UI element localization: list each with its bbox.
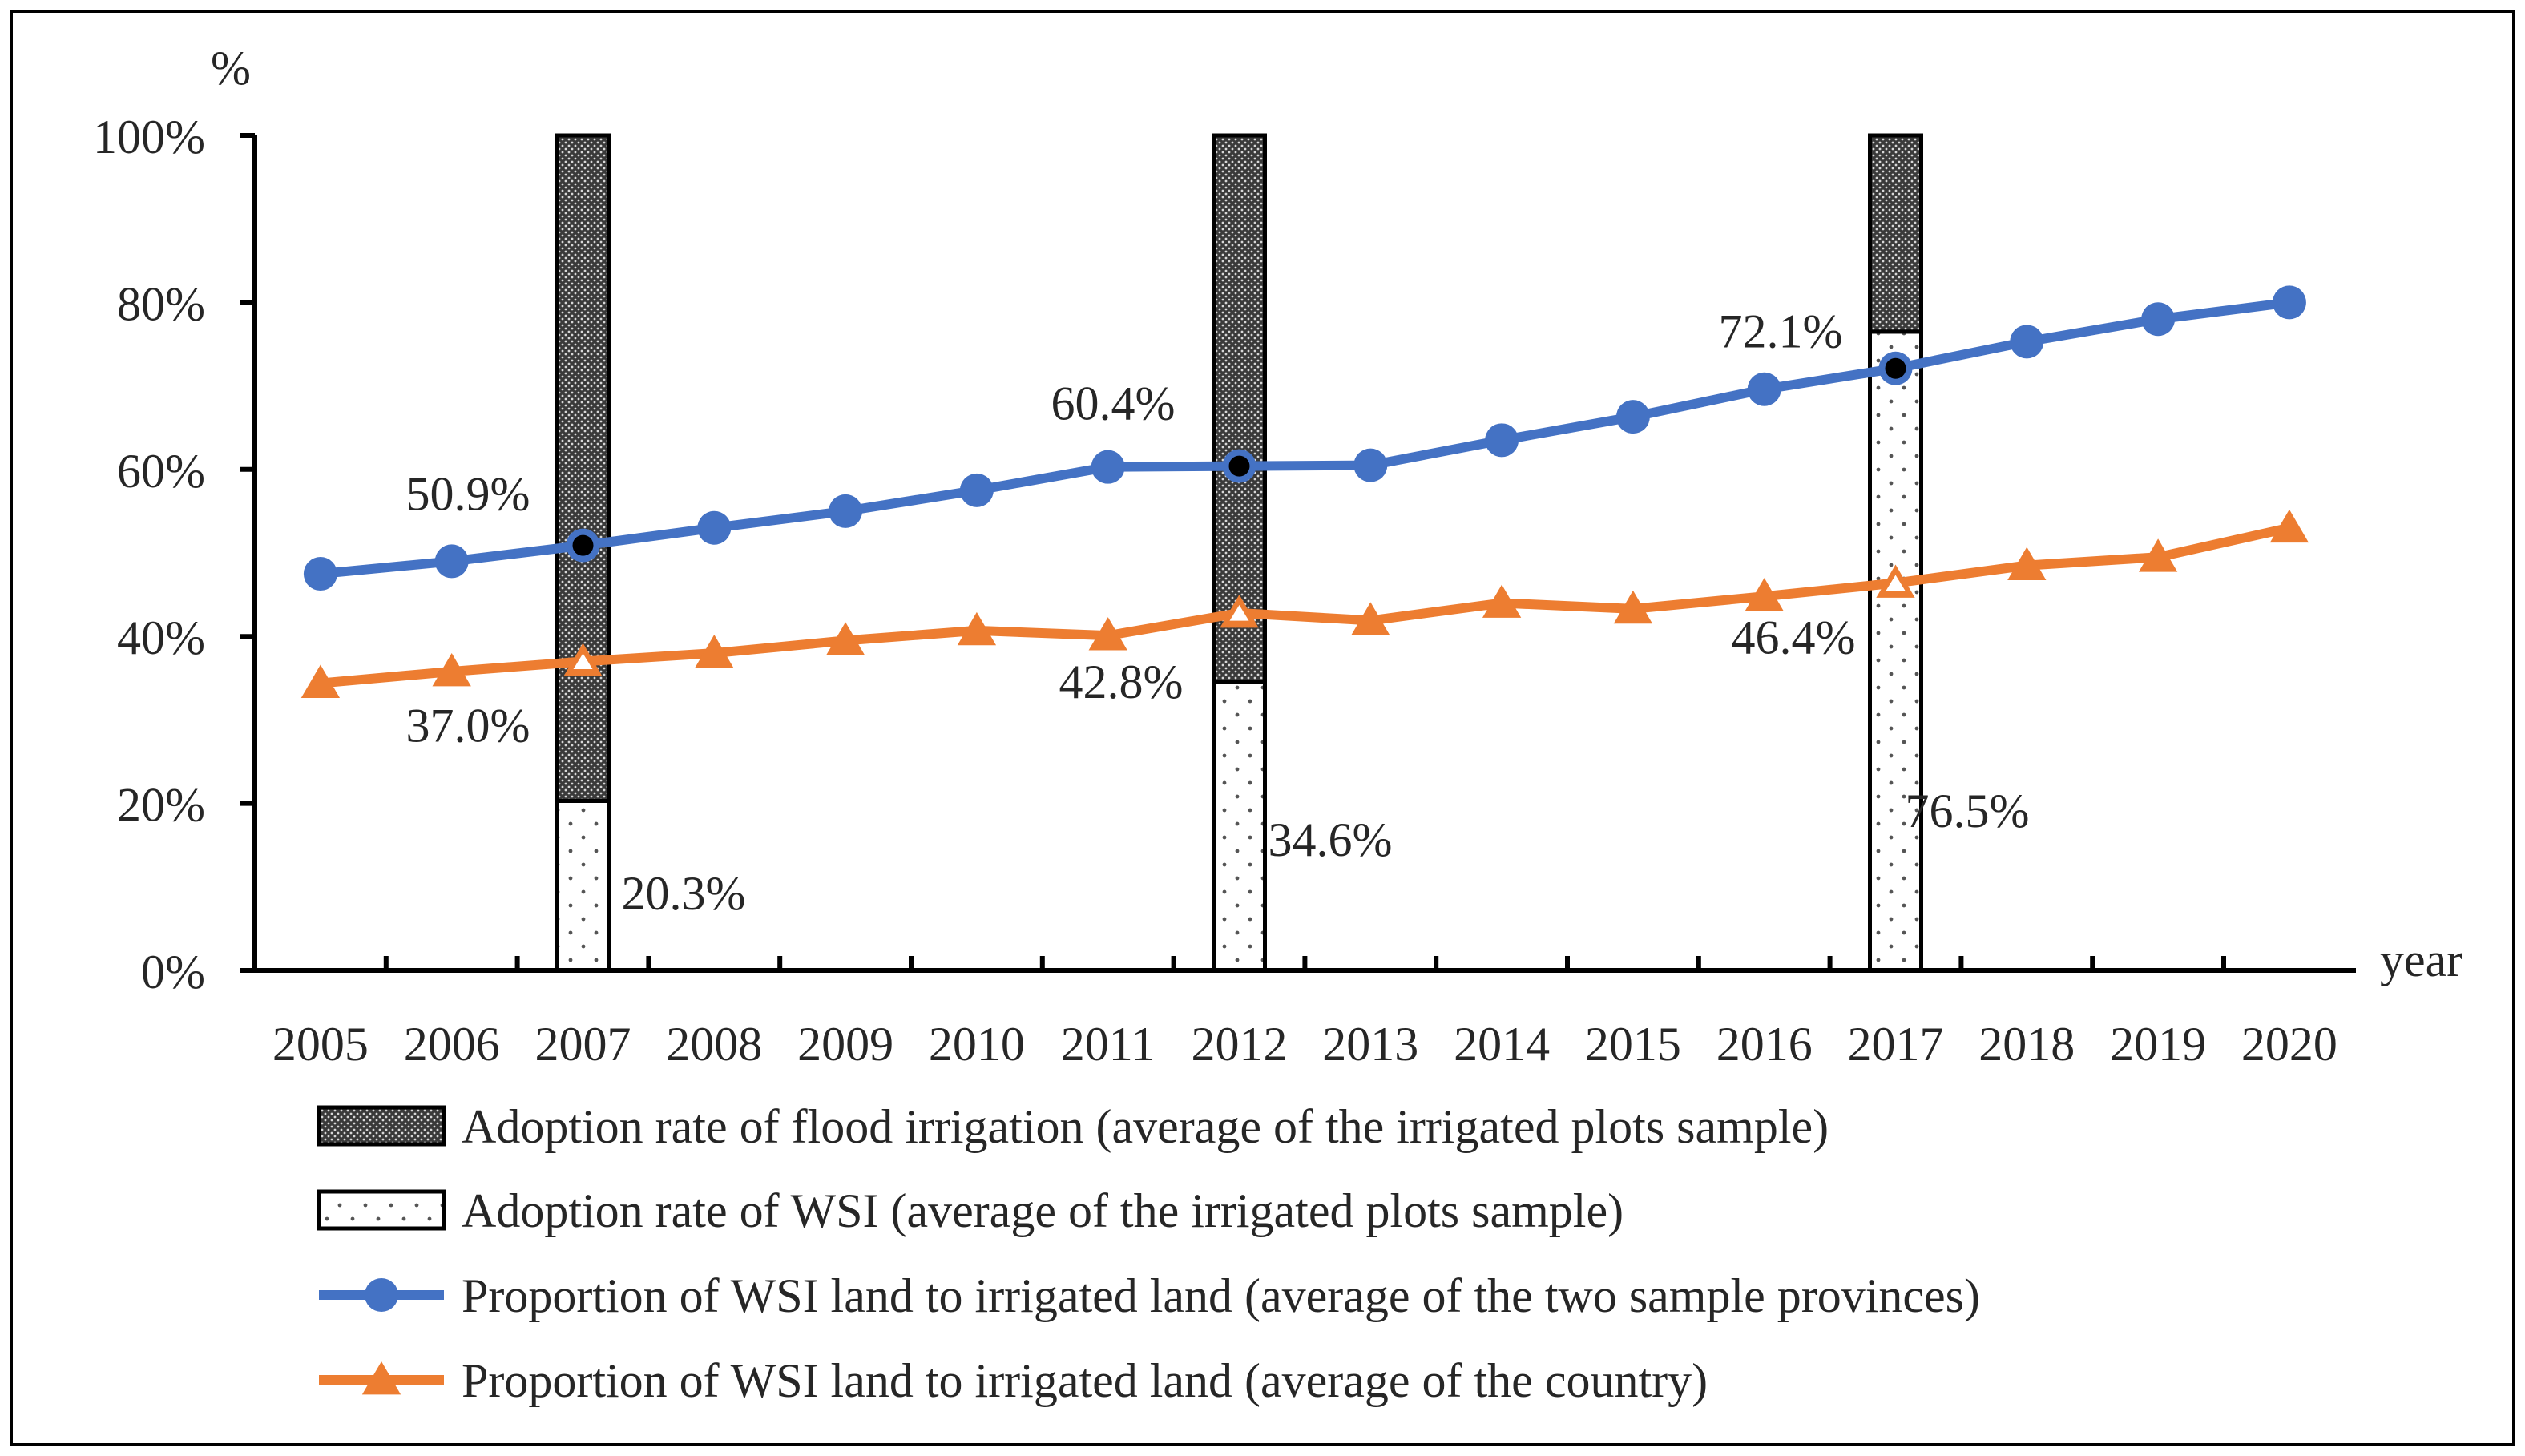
x-tick-label-2009: 2009 — [797, 1018, 893, 1071]
point-1-2008 — [695, 635, 734, 668]
legend-label-flood: Adoption rate of flood irrigation (avera… — [462, 1100, 1829, 1153]
point-1-2018 — [2007, 547, 2047, 581]
point-0-2013 — [1353, 448, 1388, 482]
point-0-2006 — [434, 544, 469, 579]
x-tick-label-2005: 2005 — [272, 1018, 369, 1071]
point-0-2014 — [1485, 423, 1519, 458]
label-wsi-bar-2007: 20.3% — [622, 867, 746, 920]
y-tick-label-0: 0% — [141, 946, 205, 998]
x-tick-label-2008: 2008 — [666, 1018, 762, 1071]
point-1-2013 — [1351, 602, 1390, 635]
x-tick-label-2006: 2006 — [404, 1018, 500, 1071]
bar-wsi-2017 — [1868, 329, 1923, 973]
x-tick-label-2011: 2011 — [1061, 1018, 1156, 1071]
x-axis-label: year — [2380, 934, 2462, 986]
x-tick-label-2012: 2012 — [1192, 1018, 1288, 1071]
point-1-2009 — [825, 622, 865, 655]
bar-wsi-2012 — [1212, 679, 1267, 973]
x-tick-label-2010: 2010 — [929, 1018, 1025, 1071]
legend-swatch-provinces-marker — [365, 1278, 398, 1312]
point-1-2005 — [300, 664, 341, 698]
point-0-2015 — [1615, 400, 1650, 434]
y-tick-label-60: 60% — [117, 445, 205, 498]
point-0-2019 — [2141, 302, 2176, 337]
point-1-2015 — [1613, 590, 1653, 624]
y-tick-label-20: 20% — [117, 779, 205, 832]
lines-group — [300, 285, 2309, 698]
x-tick-label-2019: 2019 — [2110, 1018, 2206, 1071]
label-wsi-bar-2012: 34.6% — [1269, 813, 1393, 866]
bars-group — [555, 133, 1923, 973]
legend-swatch-country-marker — [361, 1361, 401, 1395]
legend-label-wsi: Adoption rate of WSI (average of the irr… — [462, 1184, 1624, 1237]
point-center-2017 — [1885, 357, 1906, 379]
point-center-2012 — [1228, 455, 1250, 477]
x-tick-label-2016: 2016 — [1716, 1018, 1813, 1071]
label-country-2017: 46.4% — [1732, 611, 1856, 664]
label-provinces-2017: 72.1% — [1719, 305, 1843, 358]
legend-label-provinces: Proportion of WSI land to irrigated land… — [462, 1269, 1980, 1322]
x-tick-label-2018: 2018 — [1978, 1018, 2075, 1071]
point-0-2018 — [2010, 325, 2044, 359]
point-1-2011 — [1088, 617, 1127, 651]
x-tick-label-2020: 2020 — [2241, 1018, 2337, 1071]
point-0-2009 — [829, 494, 863, 528]
legend-swatch-wsi — [317, 1189, 446, 1231]
point-center-2007 — [572, 534, 594, 556]
x-tick-label-2017: 2017 — [1848, 1018, 1944, 1071]
y-unit-label: % — [211, 42, 251, 95]
point-0-2010 — [959, 473, 994, 507]
point-center-2012 — [1229, 605, 1249, 621]
x-axis-ticks: 2005 2006 2007 2008 2009 2010 2011 2012 2013 2014… — [272, 956, 2337, 1071]
y-axis-ticks: 0% 20% 40% 60% 80% 100% — [93, 111, 255, 998]
y-tick-label-100: 100% — [93, 111, 205, 163]
point-1-2006 — [432, 652, 471, 687]
point-1-2010 — [957, 611, 997, 646]
series-line-1 — [320, 522, 2291, 688]
point-1-2016 — [1745, 578, 1784, 611]
point-center-2017 — [1886, 575, 1906, 591]
label-wsi-bar-2017: 76.5% — [1906, 784, 2030, 837]
bar-flood-2007 — [555, 133, 611, 803]
label-provinces-2007: 50.9% — [406, 468, 530, 521]
x-tick-label-2015: 2015 — [1585, 1018, 1681, 1071]
label-provinces-2012: 60.4% — [1051, 377, 1176, 430]
point-0-2011 — [1091, 450, 1125, 484]
point-1-2014 — [1482, 584, 1522, 618]
bar-wsi-2007 — [555, 798, 611, 973]
point-0-2005 — [303, 557, 337, 591]
bar-flood-2017 — [1868, 133, 1923, 334]
point-1-2020 — [2269, 509, 2309, 543]
legend-label-country: Proportion of WSI land to irrigated land… — [462, 1354, 1708, 1407]
point-1-2019 — [2138, 538, 2178, 572]
point-0-2020 — [2272, 285, 2306, 320]
legend-swatch-flood — [317, 1105, 446, 1147]
series-line-0 — [320, 297, 2290, 579]
y-tick-label-80: 80% — [117, 277, 205, 330]
point-center-2007 — [573, 653, 593, 670]
data-labels-group: 50.9% 60.4% 72.1% 37.0% 42.8% 46.4% 20.3% 34.6%… — [406, 305, 2030, 920]
legend: Adoption rate of flood irrigation (avera… — [317, 1100, 1980, 1407]
x-tick-label-2013: 2013 — [1322, 1018, 1418, 1071]
point-0-2008 — [697, 510, 732, 545]
x-tick-label-2007: 2007 — [535, 1018, 631, 1071]
label-country-2012: 42.8% — [1059, 655, 1184, 708]
point-0-2016 — [1747, 372, 1781, 406]
y-tick-label-40: 40% — [117, 611, 205, 664]
label-country-2007: 37.0% — [406, 699, 530, 752]
x-tick-label-2014: 2014 — [1454, 1018, 1550, 1071]
bar-flood-2012 — [1212, 133, 1267, 684]
